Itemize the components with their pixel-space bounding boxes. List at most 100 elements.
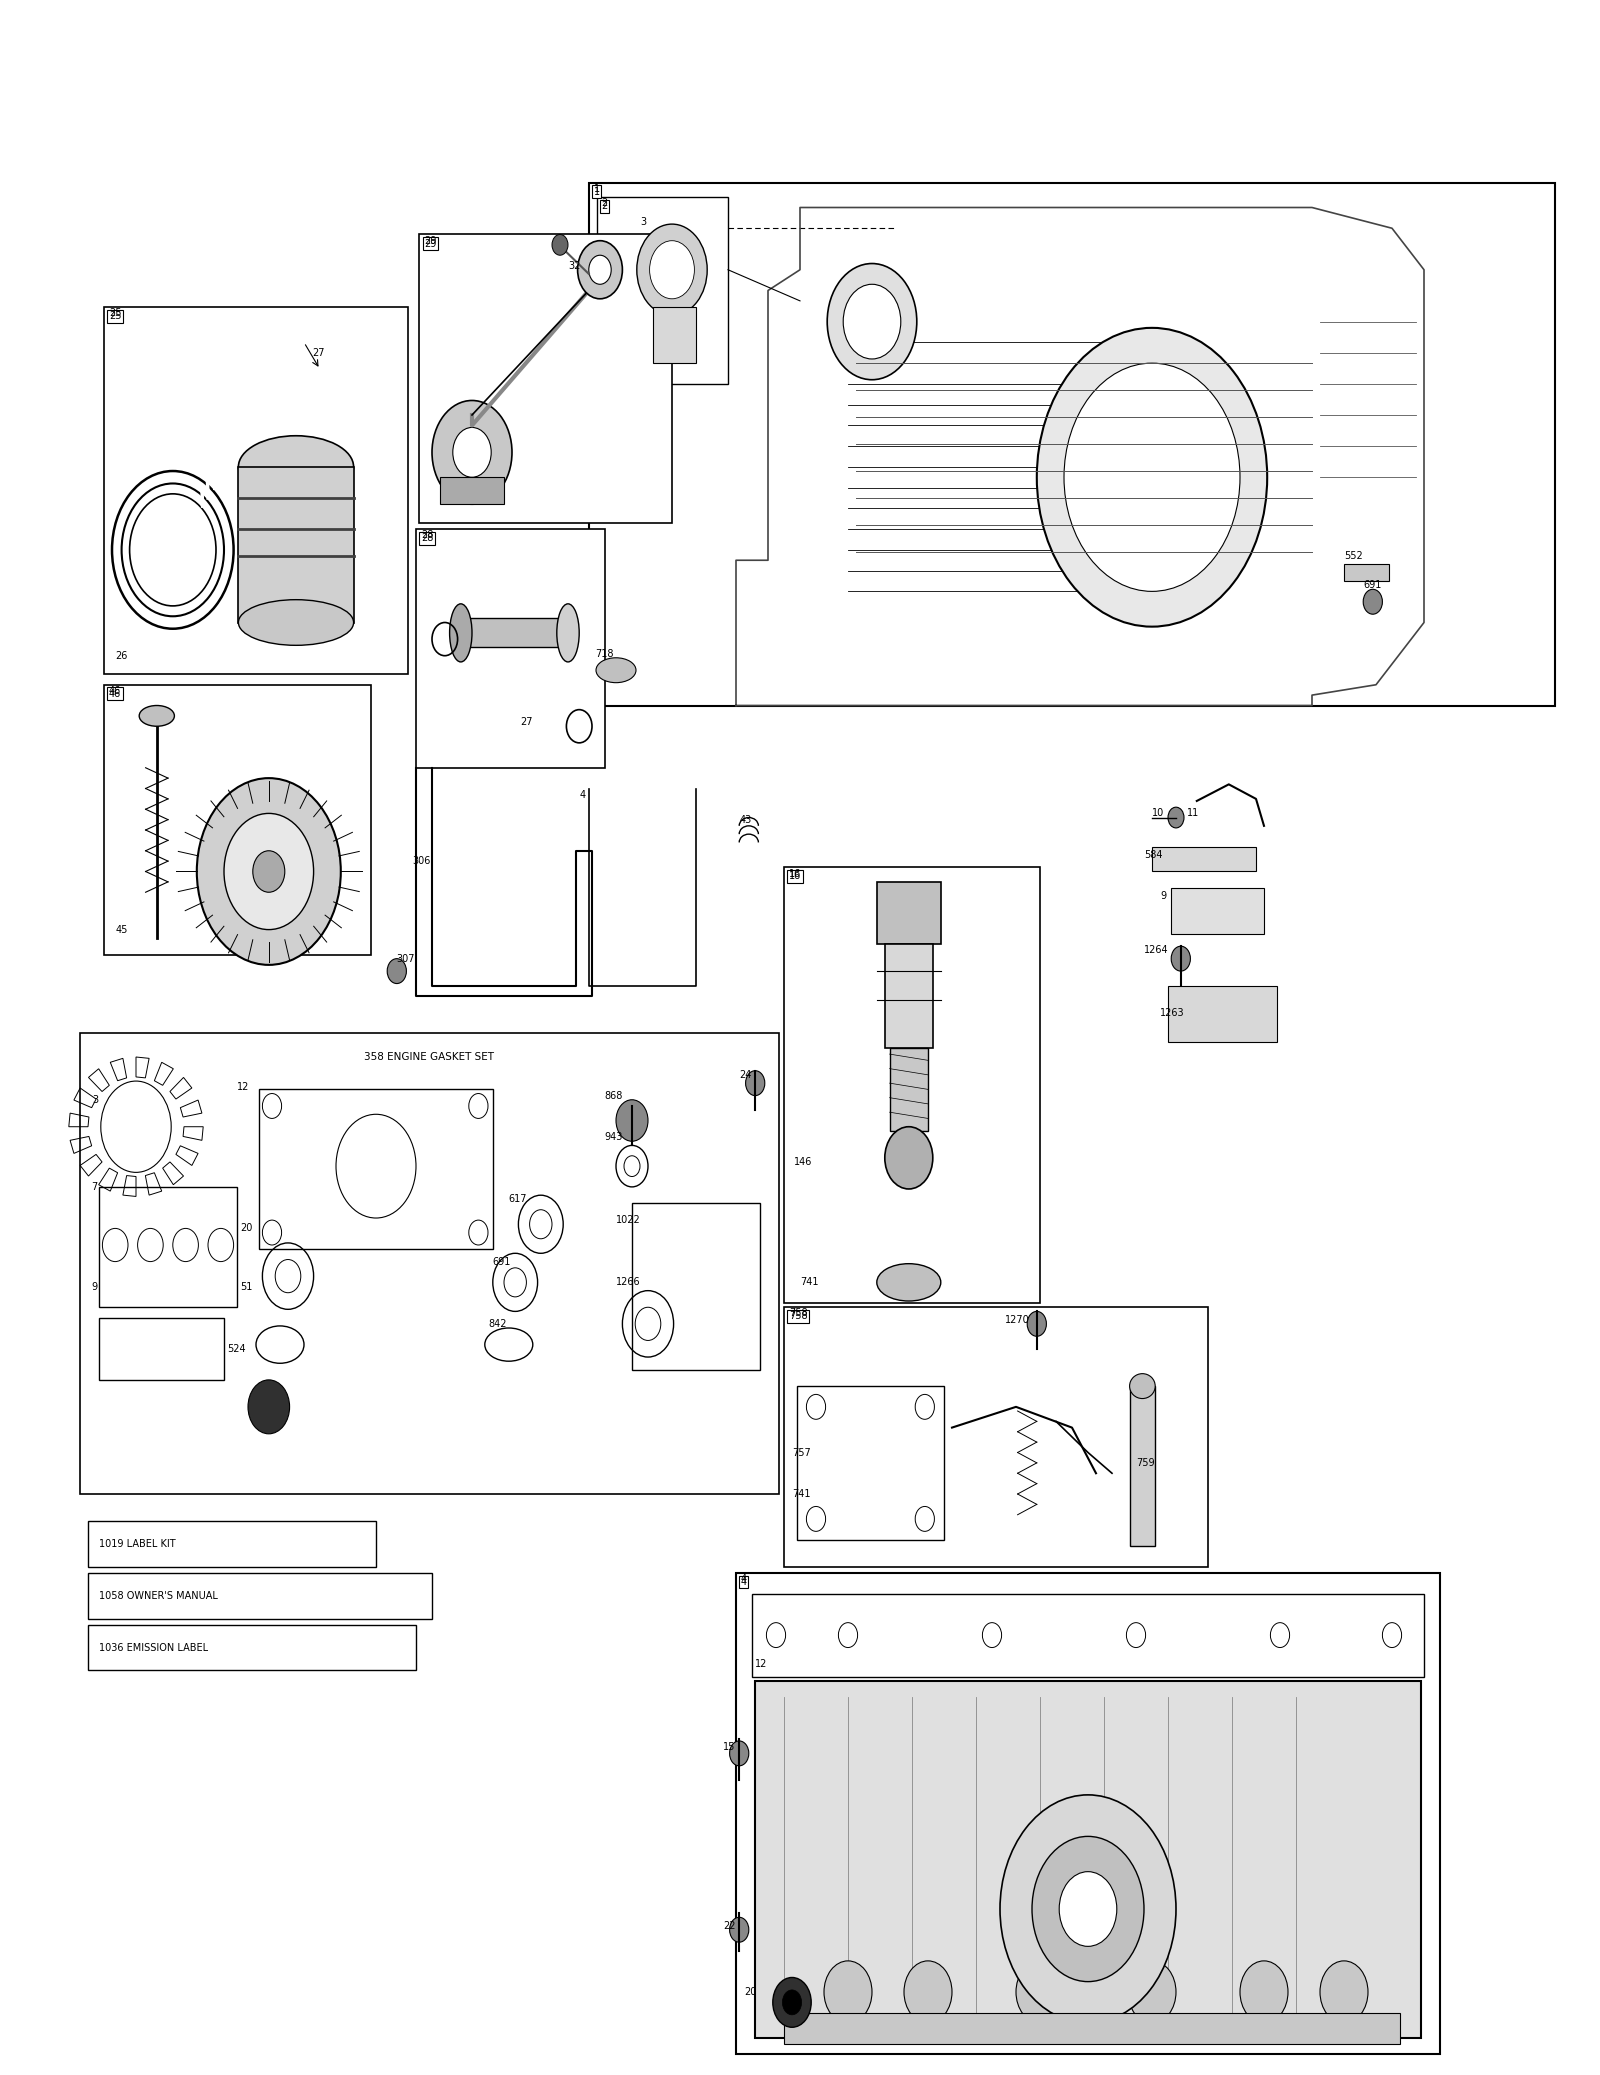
Bar xyxy=(88,1625,416,1670)
Text: 28: 28 xyxy=(421,531,434,540)
Circle shape xyxy=(248,1380,290,1434)
Bar xyxy=(419,234,672,523)
Circle shape xyxy=(1363,589,1382,614)
Ellipse shape xyxy=(1130,1374,1155,1399)
Text: 32: 32 xyxy=(568,261,581,270)
Circle shape xyxy=(1168,807,1184,828)
Circle shape xyxy=(1382,1623,1402,1648)
Text: 741: 741 xyxy=(800,1278,819,1286)
Text: 29: 29 xyxy=(424,239,437,249)
Text: 868: 868 xyxy=(605,1091,622,1100)
Bar xyxy=(1171,888,1264,934)
Text: 1263: 1263 xyxy=(1160,1008,1184,1017)
Bar xyxy=(877,882,941,944)
Ellipse shape xyxy=(595,658,637,683)
Text: 1036 EMISSION LABEL: 1036 EMISSION LABEL xyxy=(99,1643,208,1652)
Circle shape xyxy=(915,1394,934,1419)
Bar xyxy=(238,467,354,622)
Text: 20: 20 xyxy=(744,1988,757,1996)
Text: 758: 758 xyxy=(789,1311,808,1322)
Bar xyxy=(440,477,504,504)
Bar xyxy=(1130,1386,1155,1546)
Circle shape xyxy=(982,1623,1002,1648)
Text: 29: 29 xyxy=(424,237,437,245)
Text: 1270: 1270 xyxy=(1005,1316,1029,1324)
Ellipse shape xyxy=(557,604,579,662)
Text: 307: 307 xyxy=(397,954,416,963)
Bar xyxy=(104,307,408,674)
Circle shape xyxy=(843,284,901,359)
Circle shape xyxy=(1064,363,1240,591)
Text: 7: 7 xyxy=(91,1183,98,1191)
Text: 12: 12 xyxy=(237,1083,250,1091)
Text: 943: 943 xyxy=(605,1133,622,1141)
Bar xyxy=(1168,986,1277,1042)
Circle shape xyxy=(806,1506,826,1531)
Circle shape xyxy=(1128,1961,1176,2023)
Bar xyxy=(784,867,1040,1303)
Text: 1022: 1022 xyxy=(616,1216,640,1224)
Circle shape xyxy=(773,1977,811,2027)
Bar xyxy=(755,1681,1421,2038)
Text: 4: 4 xyxy=(741,1575,747,1583)
Text: 524: 524 xyxy=(227,1345,246,1353)
Text: 46: 46 xyxy=(109,687,122,695)
Circle shape xyxy=(1320,1961,1368,2023)
Circle shape xyxy=(782,1990,802,2015)
Text: 3: 3 xyxy=(93,1096,99,1104)
Text: 43: 43 xyxy=(739,815,752,824)
Circle shape xyxy=(1037,328,1267,627)
Ellipse shape xyxy=(238,600,354,645)
Text: 146: 146 xyxy=(794,1158,811,1166)
Circle shape xyxy=(904,1961,952,2023)
Text: 16: 16 xyxy=(789,872,802,882)
Text: 842: 842 xyxy=(488,1320,507,1328)
Circle shape xyxy=(1016,1961,1064,2023)
Circle shape xyxy=(578,241,622,299)
Circle shape xyxy=(453,427,491,477)
Circle shape xyxy=(432,400,512,504)
Circle shape xyxy=(469,1220,488,1245)
Circle shape xyxy=(635,1307,661,1340)
Bar xyxy=(784,2013,1400,2044)
Circle shape xyxy=(1027,1311,1046,1336)
Circle shape xyxy=(1032,1836,1144,1982)
Bar xyxy=(890,1048,928,1131)
Text: 27: 27 xyxy=(312,349,325,357)
Text: 28: 28 xyxy=(421,533,434,544)
Circle shape xyxy=(838,1623,858,1648)
Bar xyxy=(80,1033,779,1494)
Circle shape xyxy=(746,1071,765,1096)
Bar xyxy=(797,1386,944,1540)
Text: 45: 45 xyxy=(115,925,128,934)
Text: 20: 20 xyxy=(240,1224,253,1233)
Text: 3: 3 xyxy=(640,218,646,226)
Circle shape xyxy=(387,959,406,984)
Ellipse shape xyxy=(450,604,472,662)
Text: 1058 OWNER'S MANUAL: 1058 OWNER'S MANUAL xyxy=(99,1592,218,1600)
Circle shape xyxy=(336,1114,416,1218)
Bar xyxy=(416,529,605,768)
Circle shape xyxy=(224,813,314,930)
Ellipse shape xyxy=(877,1264,941,1301)
Text: 9: 9 xyxy=(91,1282,98,1291)
Text: 25: 25 xyxy=(109,309,122,317)
Circle shape xyxy=(530,1210,552,1239)
Circle shape xyxy=(253,851,285,892)
Text: 691: 691 xyxy=(1363,581,1381,589)
Circle shape xyxy=(766,1623,786,1648)
Circle shape xyxy=(616,1100,648,1141)
Bar xyxy=(1152,847,1256,871)
Bar xyxy=(752,1594,1424,1677)
Bar xyxy=(589,183,1555,706)
Bar xyxy=(632,1204,760,1370)
Text: 1: 1 xyxy=(594,187,600,197)
Bar xyxy=(88,1521,376,1567)
Circle shape xyxy=(915,1506,934,1531)
Text: 691: 691 xyxy=(493,1257,510,1266)
Circle shape xyxy=(806,1394,826,1419)
Bar xyxy=(736,1573,1440,2054)
Text: 24: 24 xyxy=(739,1071,752,1079)
Circle shape xyxy=(650,241,694,299)
Text: 4: 4 xyxy=(741,1577,747,1587)
